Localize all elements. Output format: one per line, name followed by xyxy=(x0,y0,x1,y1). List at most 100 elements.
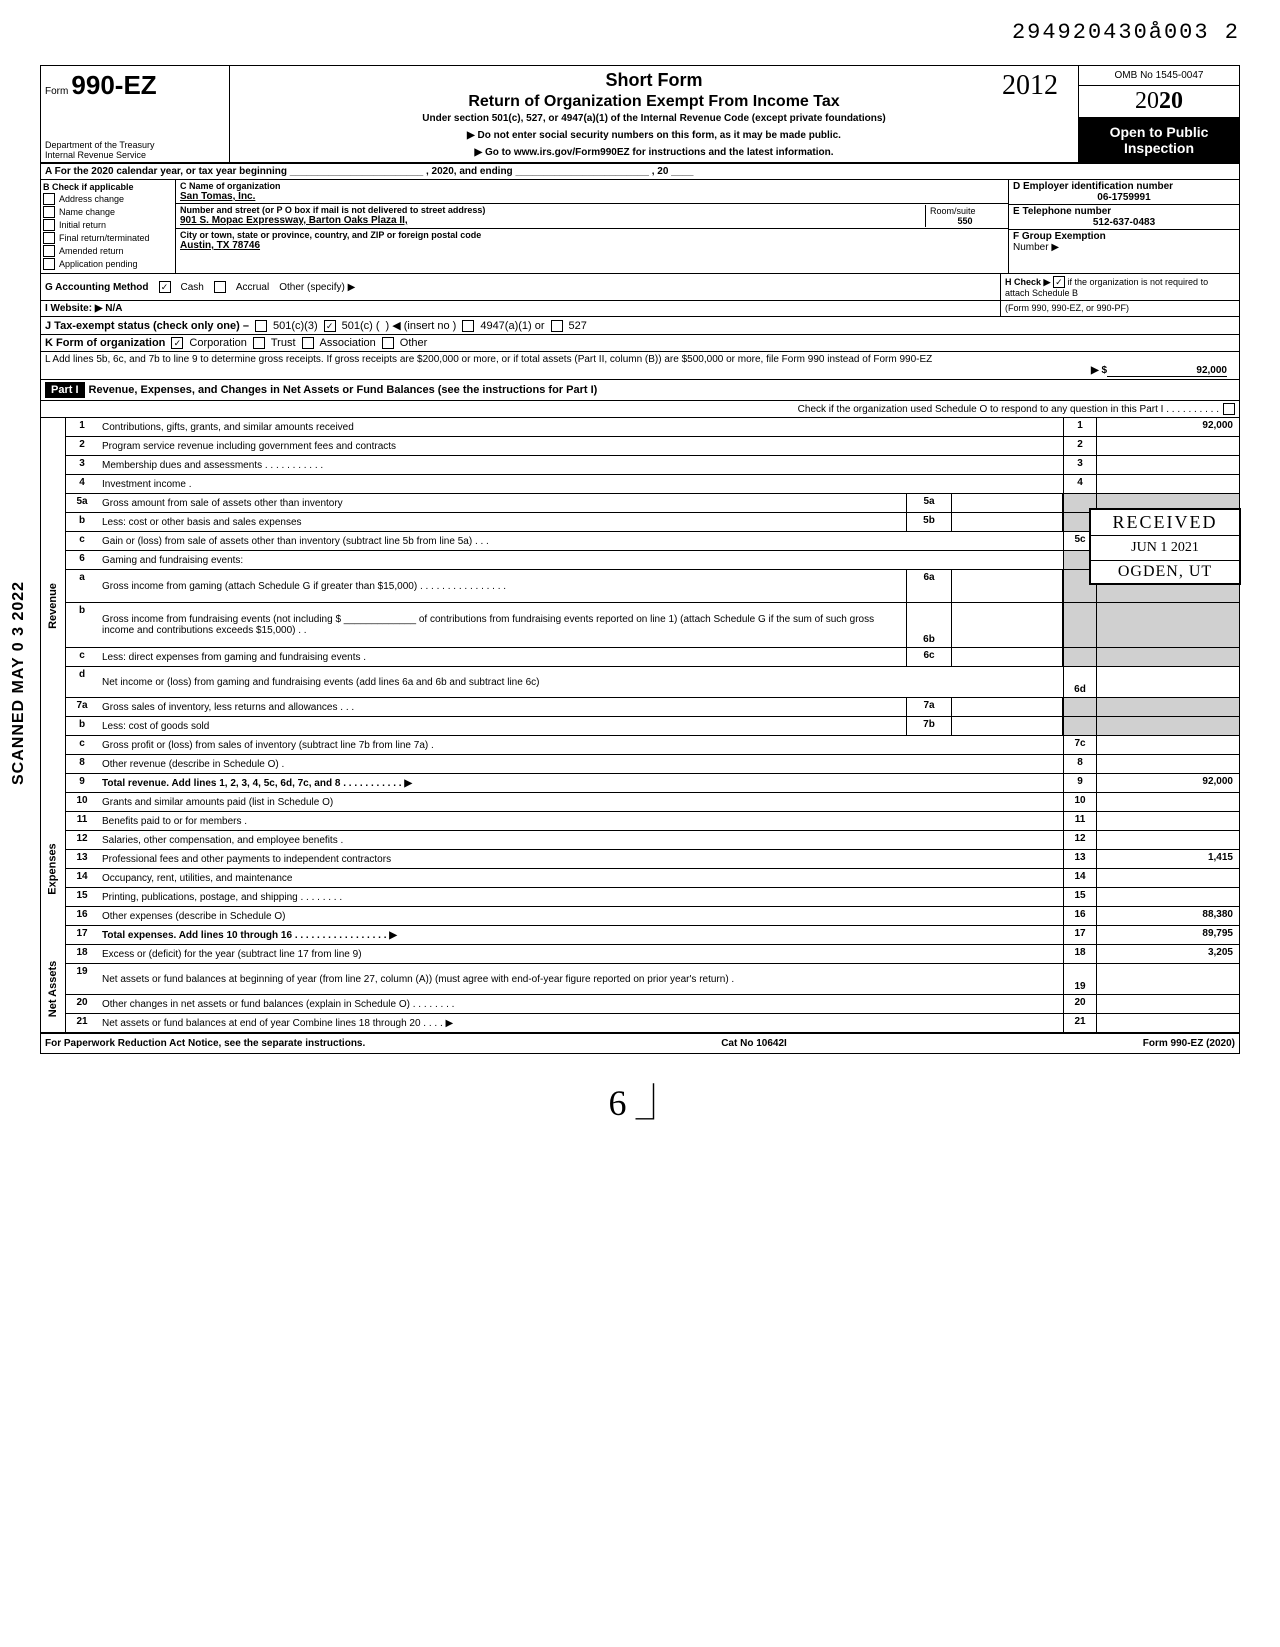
row-a-tax-year: A For the 2020 calendar year, or tax yea… xyxy=(41,164,1239,180)
line-6a-iv xyxy=(952,570,1063,602)
stamp-date: JUN 1 2021 xyxy=(1091,536,1239,561)
line-7b-desc: Less: cost of goods sold xyxy=(98,717,906,735)
lbl-other-method: Other (specify) ▶ xyxy=(279,282,355,293)
line-7a-ib: 7a xyxy=(906,698,952,716)
room-suite: Room/suite 550 xyxy=(925,205,1004,227)
line-8-rn: 8 xyxy=(1063,755,1097,773)
lbl-501c3: 501(c)(3) xyxy=(273,320,318,332)
chk-accrual[interactable] xyxy=(214,281,226,293)
chk-cash[interactable]: ✓ xyxy=(159,281,171,293)
check-o-text: Check if the organization used Schedule … xyxy=(798,404,1219,415)
chk-final[interactable] xyxy=(43,232,55,244)
chk-corp[interactable]: ✓ xyxy=(171,337,183,349)
f-sub: Number ▶ xyxy=(1013,242,1235,253)
line-9-rn: 9 xyxy=(1063,774,1097,792)
chk-initial[interactable] xyxy=(43,219,55,231)
chk-527[interactable] xyxy=(551,320,563,332)
line-12-rv xyxy=(1097,831,1239,849)
line-7a-desc: Gross sales of inventory, less returns a… xyxy=(98,698,906,716)
section-c: C Name of organization San Tomas, Inc. N… xyxy=(176,180,1008,273)
line-1-rn: 1 xyxy=(1063,418,1097,436)
line-9-rv: 92,000 xyxy=(1097,774,1239,792)
line-7b-ib: 7b xyxy=(906,717,952,735)
bottom-handwriting: 6 ⏌ xyxy=(40,1074,1240,1126)
line-18-num: 18 xyxy=(66,945,98,963)
chk-4947[interactable] xyxy=(462,320,474,332)
line-13-rn: 13 xyxy=(1063,850,1097,868)
d-label: D Employer identification number xyxy=(1013,181,1235,192)
lbl-initial: Initial return xyxy=(59,220,106,230)
line-1-num: 1 xyxy=(66,418,98,436)
line-5b-ib: 5b xyxy=(906,513,952,531)
line-7a-rn xyxy=(1063,698,1097,716)
line-7b-rv xyxy=(1097,717,1239,735)
line-3-rn: 3 xyxy=(1063,456,1097,474)
j-label: J Tax-exempt status (check only one) – xyxy=(45,320,249,332)
f-label: F Group Exemption xyxy=(1013,231,1235,242)
line-6c-ib: 6c xyxy=(906,648,952,666)
e-label: E Telephone number xyxy=(1013,206,1235,217)
line-14-rn: 14 xyxy=(1063,869,1097,887)
section-def: D Employer identification number 06-1759… xyxy=(1008,180,1239,273)
line-6a-desc: Gross income from gaming (attach Schedul… xyxy=(98,570,906,602)
lbl-pending: Application pending xyxy=(59,259,138,269)
line-9-desc: Total revenue. Add lines 1, 2, 3, 4, 5c,… xyxy=(98,774,1063,792)
form-footer: For Paperwork Reduction Act Notice, see … xyxy=(41,1034,1239,1053)
chk-name[interactable] xyxy=(43,206,55,218)
lbl-accrual: Accrual xyxy=(236,282,269,293)
line-5c-num: c xyxy=(66,532,98,550)
line-15-desc: Printing, publications, postage, and shi… xyxy=(98,888,1063,906)
chk-address[interactable] xyxy=(43,193,55,205)
chk-schedule-o[interactable] xyxy=(1223,403,1235,415)
line-10-rn: 10 xyxy=(1063,793,1097,811)
room-label: Room/suite xyxy=(930,206,1000,216)
form-990ez: Form 990-EZ Department of the Treasury I… xyxy=(40,65,1240,1054)
line-11-num: 11 xyxy=(66,812,98,830)
line-17-rv: 89,795 xyxy=(1097,926,1239,944)
line-18-rv: 3,205 xyxy=(1097,945,1239,963)
line-8-desc: Other revenue (describe in Schedule O) . xyxy=(98,755,1063,773)
line-11-rv xyxy=(1097,812,1239,830)
lbl-cash: Cash xyxy=(181,282,204,293)
line-2-rn: 2 xyxy=(1063,437,1097,455)
chk-trust[interactable] xyxy=(253,337,265,349)
line-6-num: 6 xyxy=(66,551,98,569)
line-5c-desc: Gain or (loss) from sale of assets other… xyxy=(98,532,1063,550)
line-6b-iv xyxy=(952,603,1063,647)
header-center: 2012 Short Form Return of Organization E… xyxy=(230,66,1078,162)
scanned-stamp: SCANNED MAY 0 3 2022 xyxy=(10,581,28,785)
part1-label: Part I xyxy=(45,382,85,398)
line-11-desc: Benefits paid to or for members . xyxy=(98,812,1063,830)
line-19-num: 19 xyxy=(66,964,98,994)
line-10-rv xyxy=(1097,793,1239,811)
line-6d-num: d xyxy=(66,667,98,697)
chk-amended[interactable] xyxy=(43,245,55,257)
section-h: H Check ▶ ✓ if the organization is not r… xyxy=(1000,274,1239,300)
short-form-label: Short Form xyxy=(238,70,1070,91)
city-label: City or town, state or province, country… xyxy=(180,230,481,240)
gross-receipts-value: 92,000 xyxy=(1107,365,1227,377)
lbl-other-org: Other xyxy=(400,337,428,349)
dept-irs: Internal Revenue Service xyxy=(45,150,155,160)
line-2-rv xyxy=(1097,437,1239,455)
line-10-num: 10 xyxy=(66,793,98,811)
line-8-rv xyxy=(1097,755,1239,773)
chk-501c3[interactable] xyxy=(255,320,267,332)
chk-501c[interactable]: ✓ xyxy=(324,320,336,332)
chk-assoc[interactable] xyxy=(302,337,314,349)
chk-other-org[interactable] xyxy=(382,337,394,349)
line-4-desc: Investment income . xyxy=(98,475,1063,493)
chk-h[interactable]: ✓ xyxy=(1053,276,1065,288)
chk-pending[interactable] xyxy=(43,258,55,270)
line-6c-iv xyxy=(952,648,1063,666)
line-16-rv: 88,380 xyxy=(1097,907,1239,925)
line-6c-rn xyxy=(1063,648,1097,666)
row-gh: G Accounting Method ✓Cash Accrual Other … xyxy=(41,274,1239,301)
lbl-527: 527 xyxy=(569,320,587,332)
line-7a-num: 7a xyxy=(66,698,98,716)
h-text4-box: (Form 990, 990-EZ, or 990-PF) xyxy=(1000,301,1239,316)
form-subtitle: Under section 501(c), 527, or 4947(a)(1)… xyxy=(238,113,1070,124)
line-6b-rv xyxy=(1097,603,1239,647)
open-public: Open to Public xyxy=(1083,124,1235,140)
line-20-desc: Other changes in net assets or fund bala… xyxy=(98,995,1063,1013)
